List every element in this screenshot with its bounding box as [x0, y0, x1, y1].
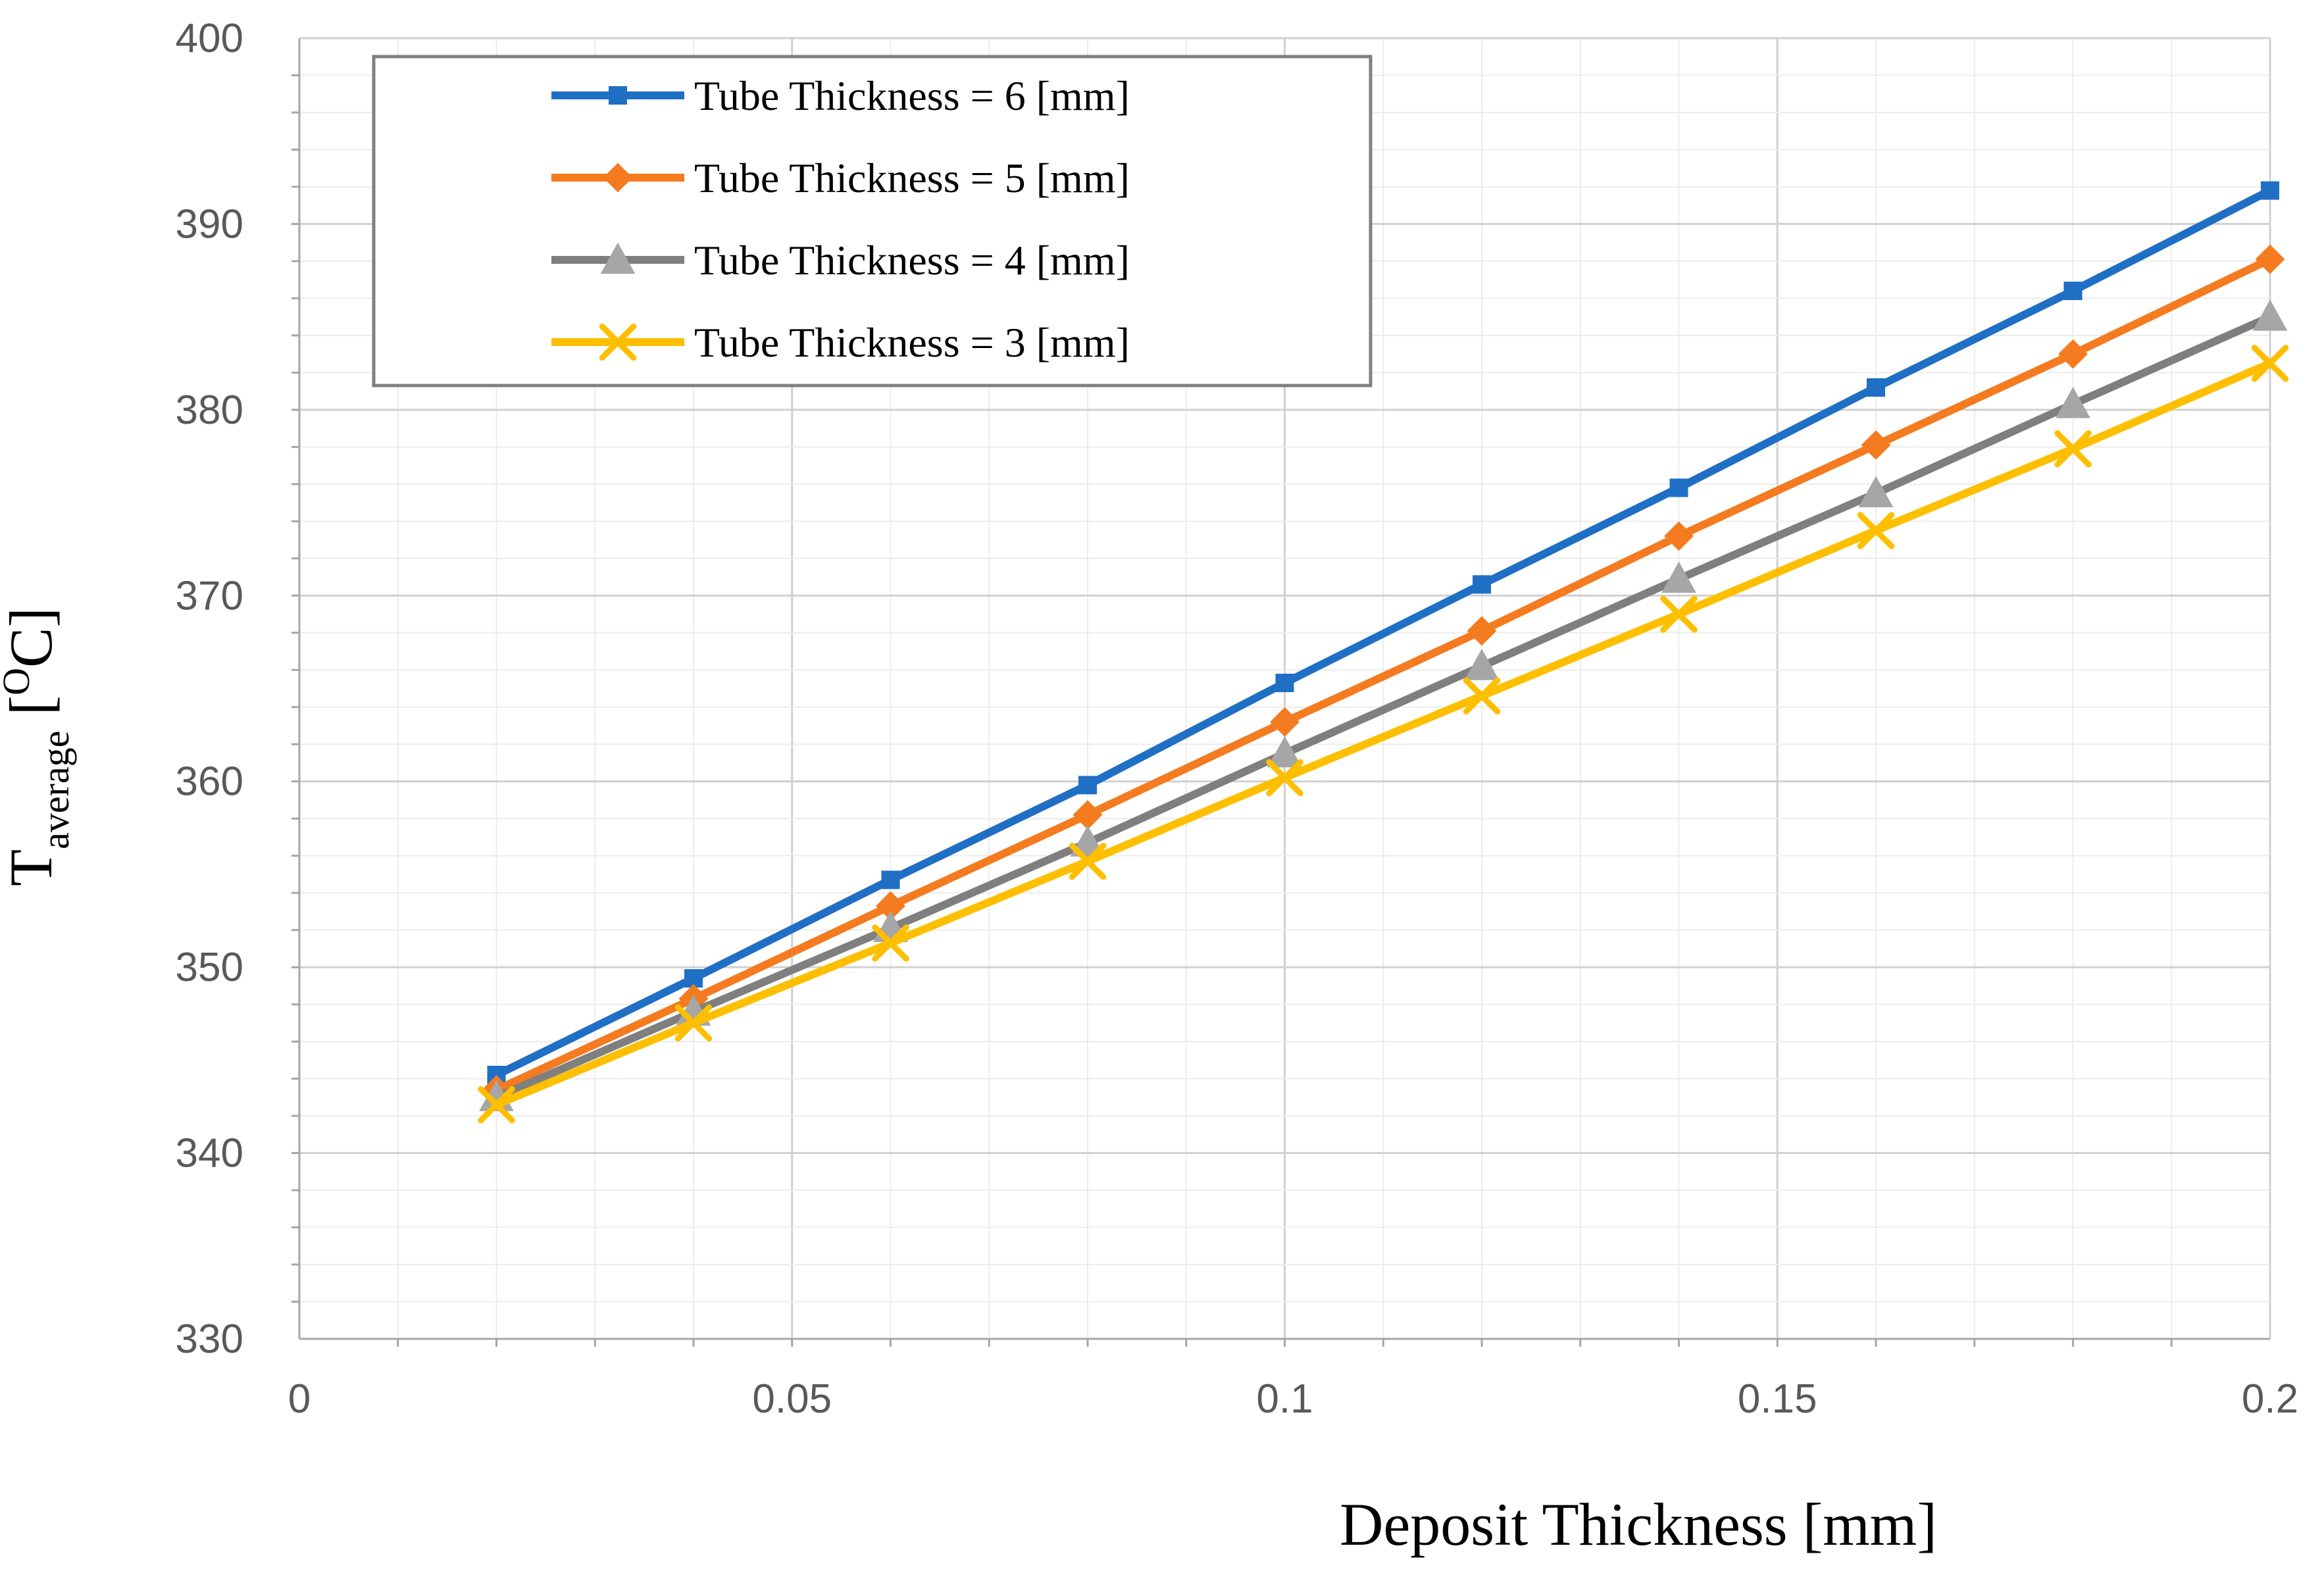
data-point [478, 1086, 515, 1124]
legend-label: Tube Thickness = 6 [mm] [694, 72, 1130, 119]
legend-label: Tube Thickness = 5 [mm] [694, 155, 1130, 201]
data-point [1669, 478, 1688, 497]
data-point [876, 891, 905, 921]
y-axis-title: Taverage [OC] [0, 607, 77, 886]
data-point [881, 870, 900, 889]
data-point [1861, 430, 1891, 460]
legend-item: Tube Thickness = 3 [mm] [551, 319, 1130, 366]
x-tick-label: 0.05 [752, 1376, 832, 1422]
data-point [1858, 476, 1894, 508]
y-axis-title-unit-rest: C] [0, 607, 64, 668]
data-point [1867, 378, 1885, 397]
data-point [1857, 512, 1895, 549]
y-axis-title-unit-superscript: O [0, 668, 38, 695]
x-tick-label: 0.1 [1256, 1376, 1313, 1422]
data-point [1661, 561, 1696, 593]
data-point [1275, 674, 1294, 693]
series-line [494, 187, 2272, 1079]
series-line [495, 313, 2272, 1101]
y-tick-label: 390 [176, 201, 243, 247]
legend-label: Tube Thickness = 4 [mm] [694, 237, 1130, 284]
data-point [2261, 181, 2279, 200]
tick-labels: 0 0.05 0.1 0.15 0.2 330 340 350 360 370 380 390 400 [176, 16, 2299, 1422]
legend-box [372, 55, 1373, 388]
legend-item: Tube Thickness = 4 [mm] [551, 237, 1130, 284]
y-tick-label: 370 [176, 573, 243, 618]
y-tick-label: 340 [176, 1131, 243, 1176]
data-point [1266, 759, 1303, 797]
x-tick-label: 0.15 [1738, 1376, 1817, 1422]
y-tick-label: 330 [176, 1316, 243, 1362]
data-point [1069, 842, 1107, 880]
data-point [1660, 595, 1698, 633]
data-point [2054, 430, 2092, 468]
legend-label: Tube Thickness = 3 [mm] [694, 319, 1130, 366]
legend: Tube Thickness = 6 [mm] Tube Thickness = … [372, 55, 1373, 388]
y-tick-label: 350 [176, 945, 243, 990]
data-point [1270, 707, 1300, 737]
y-tick-label: 380 [176, 388, 243, 433]
data-point [2063, 282, 2083, 301]
legend-marker [599, 323, 637, 361]
legend-item: Tube Thickness = 6 [mm] [551, 72, 1130, 119]
data-point [1078, 776, 1097, 795]
data-point [1073, 800, 1103, 830]
series-line [494, 255, 2272, 1093]
data-point [2251, 345, 2289, 382]
data-point [1463, 677, 1501, 715]
y-axis-title-subscript: average [34, 731, 77, 849]
legend-marker [603, 163, 633, 193]
series-group [478, 181, 2289, 1124]
data-point [2252, 299, 2288, 331]
data-point [1267, 736, 1302, 768]
series-4 [478, 345, 2289, 1124]
legend-marker [600, 242, 636, 274]
data-point [2058, 339, 2088, 369]
legend-marker [609, 86, 627, 105]
y-axis-title-main: T [0, 849, 64, 886]
series-line [495, 359, 2272, 1109]
data-point [2056, 387, 2090, 418]
data-point [674, 1004, 713, 1042]
data-point [872, 924, 909, 962]
data-point [1664, 521, 1694, 551]
y-tick-label: 400 [176, 16, 243, 61]
data-point [2255, 244, 2285, 274]
x-tick-label: 0 [288, 1376, 311, 1422]
y-tick-label: 360 [176, 759, 243, 805]
x-axis-title: Deposit Thickness [mm] [1340, 1491, 1937, 1558]
data-point [1473, 575, 1491, 594]
data-point [1467, 616, 1497, 646]
x-tick-label: 0.2 [2242, 1376, 2298, 1422]
legend-item: Tube Thickness = 5 [mm] [551, 155, 1130, 201]
series-1 [487, 181, 2279, 1084]
y-axis-title-unit-open: [ [0, 695, 64, 731]
data-point [1464, 649, 1500, 680]
